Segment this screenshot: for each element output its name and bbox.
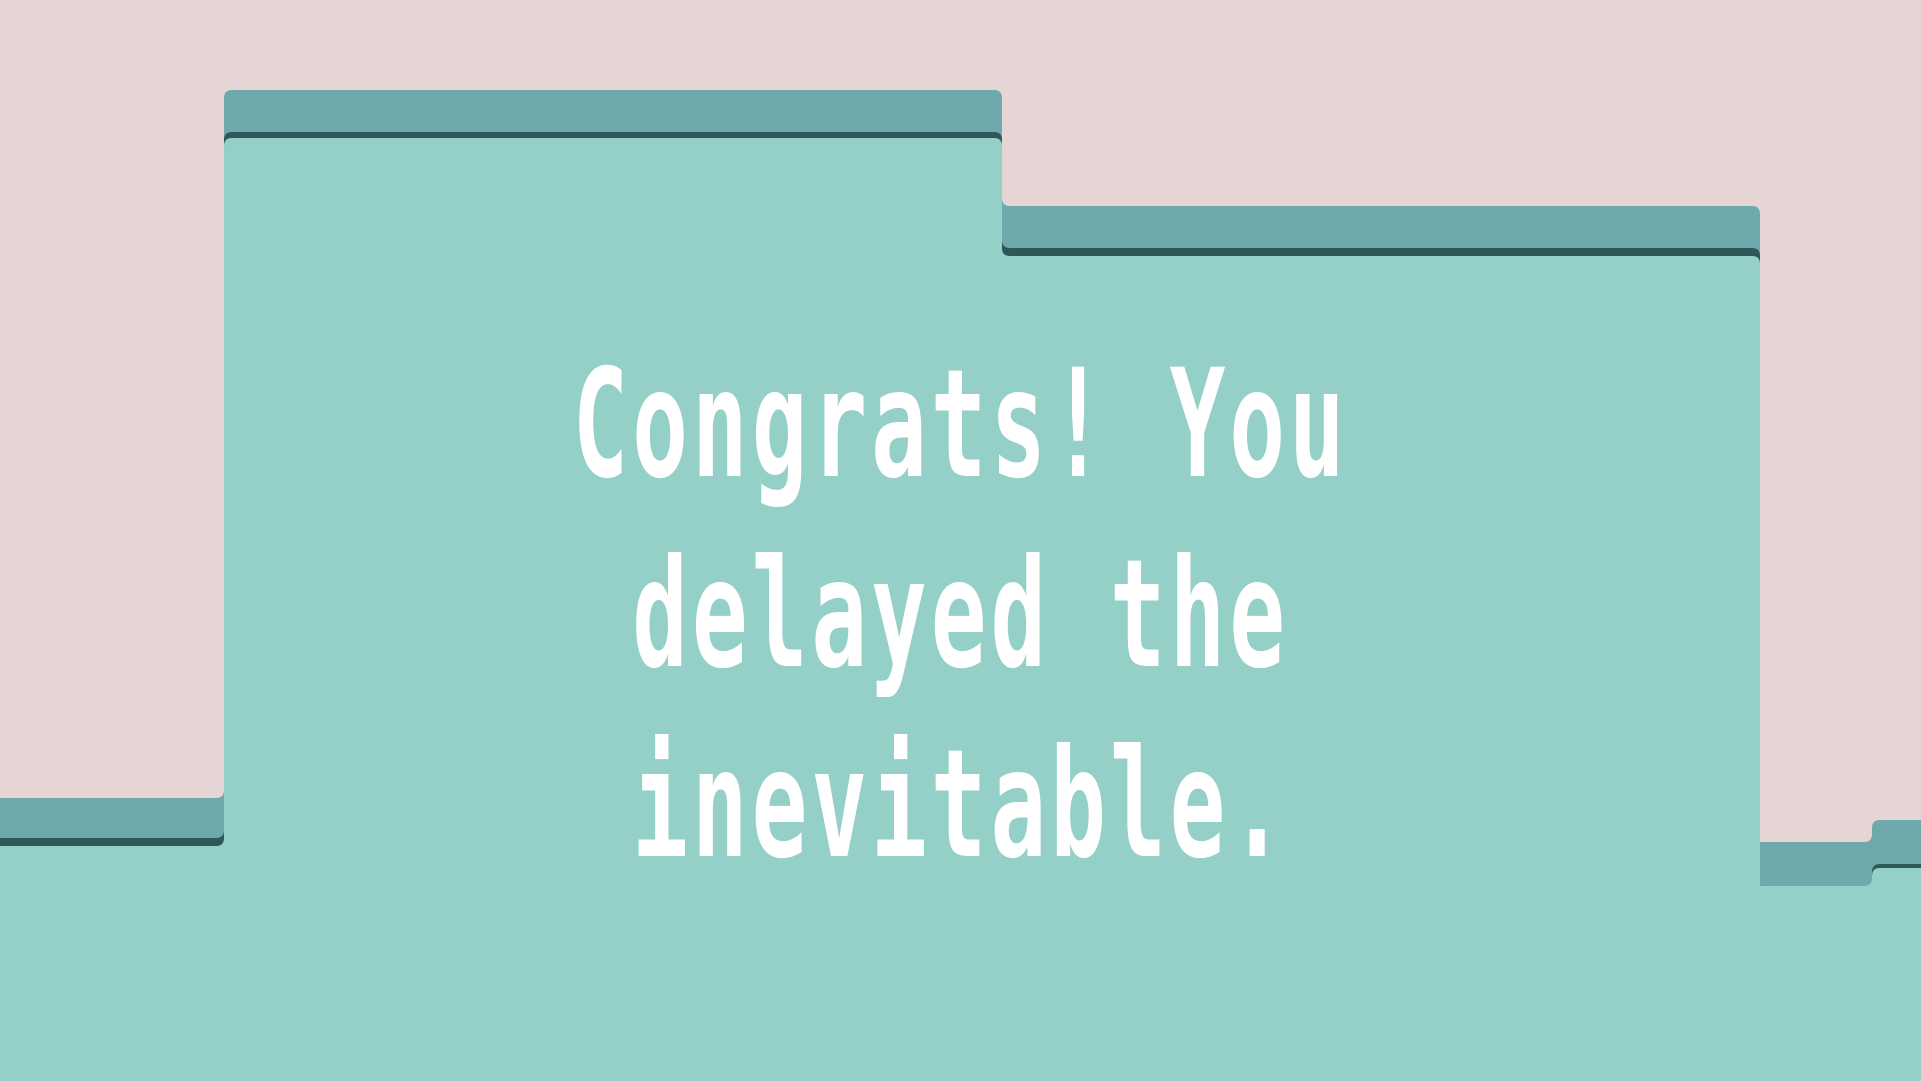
message-line-3: inevitable. xyxy=(632,718,1289,892)
terrain-fill-right xyxy=(1760,868,1921,1081)
game-over-message: Congrats! You delayed the inevitable. xyxy=(365,330,1556,900)
message-line-2: delayed the xyxy=(632,528,1289,702)
terrain-fill xyxy=(0,138,1760,1081)
message-line-1: Congrats! You xyxy=(572,338,1349,512)
